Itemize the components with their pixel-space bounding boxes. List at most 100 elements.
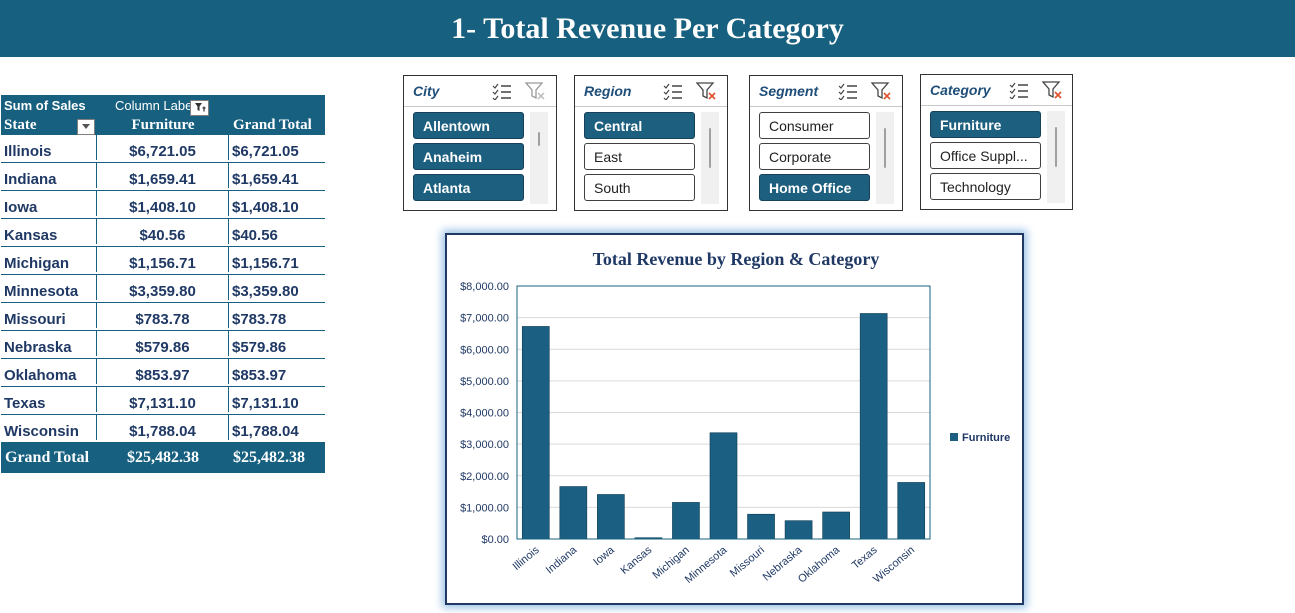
- grand-total-cell: $579.86: [232, 339, 287, 356]
- slicer-scrollbar[interactable]: [701, 112, 719, 204]
- slicer-title: Segment: [759, 83, 819, 99]
- grand-total-cell: $1,788.04: [232, 423, 299, 440]
- slicer-header: Category: [921, 75, 1072, 106]
- multi-select-icon[interactable]: [838, 83, 858, 100]
- slicer-item-east[interactable]: East: [584, 143, 695, 170]
- furniture-cell: $579.86: [97, 331, 229, 356]
- bar-texas[interactable]: [859, 313, 888, 540]
- slicer-city: City Allentown Anaheim Atlanta: [403, 75, 557, 211]
- bar-michigan[interactable]: [672, 502, 700, 540]
- table-row[interactable]: Illinois $6,721.05 $6,721.05: [1, 135, 325, 163]
- slicer-item-technology[interactable]: Technology: [930, 173, 1041, 200]
- pivot-col-grand-total: Grand Total: [233, 116, 312, 133]
- x-tick-label: Wisconsin: [871, 544, 917, 585]
- scroll-thumb[interactable]: [1055, 127, 1057, 167]
- table-row[interactable]: Indiana $1,659.41 $1,659.41: [1, 163, 325, 191]
- furniture-cell: $1,408.10: [97, 191, 229, 216]
- state-cell: Oklahoma: [1, 359, 97, 384]
- slicer-item-office-supplies[interactable]: Office Suppl...: [930, 142, 1041, 169]
- state-cell: Nebraska: [1, 331, 97, 356]
- bar-wisconsin[interactable]: [897, 482, 926, 540]
- furniture-cell: $40.56: [97, 219, 229, 244]
- slicer-item-consumer[interactable]: Consumer: [759, 112, 870, 139]
- table-row[interactable]: Texas $7,131.10 $7,131.10: [1, 387, 325, 415]
- slicer-segment: Segment Consumer Corporate Home Office: [749, 75, 903, 211]
- slicer-item-furniture[interactable]: Furniture: [930, 111, 1041, 138]
- pivot-column-labels-cell: Column Labels: [97, 98, 325, 116]
- furniture-cell: $853.97: [97, 359, 229, 384]
- slicer-title: Category: [930, 82, 991, 98]
- y-tick-label: $3,000.00: [460, 439, 509, 451]
- clear-filter-icon[interactable]: [525, 82, 545, 101]
- y-tick-label: $6,000.00: [460, 344, 509, 356]
- scroll-thumb[interactable]: [709, 128, 711, 168]
- table-row[interactable]: Michigan $1,156.71 $1,156.71: [1, 247, 325, 275]
- furniture-cell: $1,156.71: [97, 247, 229, 272]
- slicer-item-south[interactable]: South: [584, 174, 695, 201]
- table-row[interactable]: Oklahoma $853.97 $853.97: [1, 359, 325, 387]
- table-row[interactable]: Wisconsin $1,788.04 $1,788.04: [1, 415, 325, 443]
- table-row[interactable]: Nebraska $579.86 $579.86: [1, 331, 325, 359]
- bar-minnesota[interactable]: [709, 432, 738, 540]
- clear-filter-icon[interactable]: [1042, 81, 1062, 100]
- row-dropdown-button[interactable]: [77, 118, 95, 135]
- grand-total-cell: $7,131.10: [232, 395, 299, 412]
- grand-total-cell: $40.56: [232, 227, 278, 244]
- state-cell: Illinois: [1, 135, 97, 160]
- multi-select-icon[interactable]: [1009, 82, 1029, 99]
- clear-filter-icon[interactable]: [696, 82, 716, 101]
- pivot-row-label: State: [4, 116, 37, 133]
- pivot-row-label-cell: State: [1, 116, 97, 135]
- slicer-item-central[interactable]: Central: [584, 112, 695, 139]
- state-cell: Texas: [1, 387, 97, 412]
- scroll-thumb[interactable]: [538, 132, 540, 146]
- table-row[interactable]: Kansas $40.56 $40.56: [1, 219, 325, 247]
- slicer-scrollbar[interactable]: [1047, 111, 1065, 203]
- slicer-category: Category Furniture Office Suppl... Techn…: [920, 74, 1073, 210]
- bar-nebraska[interactable]: [784, 520, 813, 540]
- slicer-item-atlanta[interactable]: Atlanta: [413, 174, 524, 201]
- slicer-items: Central East South: [584, 112, 695, 205]
- furniture-cell: $1,788.04: [97, 415, 229, 440]
- table-row[interactable]: Missouri $783.78 $783.78: [1, 303, 325, 331]
- bar-missouri[interactable]: [747, 513, 775, 540]
- bar-illinois[interactable]: [521, 326, 550, 540]
- pivot-header-row-1: Sum of Sales Column Labels: [1, 95, 325, 116]
- x-tick-label: Illinois: [511, 544, 543, 573]
- slicer-scrollbar[interactable]: [530, 112, 548, 204]
- legend: Furniture: [950, 432, 1010, 444]
- slicer-scrollbar[interactable]: [876, 112, 894, 204]
- pivot-header-row-2: State Furniture Grand Total: [1, 115, 325, 135]
- pivot-body: Illinois $6,721.05 $6,721.05 Indiana $1,659…: [1, 135, 325, 443]
- furniture-cell: $7,131.10: [97, 387, 229, 412]
- slicer-header: City: [404, 76, 556, 107]
- slicer-items: Allentown Anaheim Atlanta: [413, 112, 524, 205]
- multi-select-icon[interactable]: [663, 83, 683, 100]
- grand-total-cell: $1,659.41: [232, 171, 299, 188]
- slicer-region: Region Central East South: [574, 75, 728, 211]
- furniture-cell: $783.78: [97, 303, 229, 328]
- slicer-item-anaheim[interactable]: Anaheim: [413, 143, 524, 170]
- x-tick-label: Indiana: [544, 544, 580, 577]
- table-row[interactable]: Iowa $1,408.10 $1,408.10: [1, 191, 325, 219]
- column-filter-button[interactable]: [190, 99, 209, 116]
- bar-indiana[interactable]: [559, 486, 588, 540]
- slicer-item-allentown[interactable]: Allentown: [413, 112, 524, 139]
- revenue-chart[interactable]: Total Revenue by Region & Category $0.00…: [445, 233, 1024, 605]
- slicer-item-corporate[interactable]: Corporate: [759, 143, 870, 170]
- scroll-thumb[interactable]: [884, 128, 886, 168]
- state-cell: Indiana: [1, 163, 97, 188]
- x-tick-label: Iowa: [591, 544, 617, 569]
- bar-iowa[interactable]: [597, 494, 625, 540]
- furniture-cell: $6,721.05: [97, 135, 229, 160]
- multi-select-icon[interactable]: [492, 83, 512, 100]
- grand-total-cell: $1,408.10: [232, 199, 299, 216]
- state-cell: Missouri: [1, 303, 97, 328]
- filter-icon: [194, 103, 205, 112]
- clear-filter-icon[interactable]: [871, 82, 891, 101]
- bar-oklahoma[interactable]: [822, 511, 850, 540]
- slicer-item-home-office[interactable]: Home Office: [759, 174, 870, 201]
- grand-total-furniture: $25,482.38: [127, 449, 199, 466]
- table-row[interactable]: Minnesota $3,359.80 $3,359.80: [1, 275, 325, 303]
- plot-area-border: [516, 285, 931, 540]
